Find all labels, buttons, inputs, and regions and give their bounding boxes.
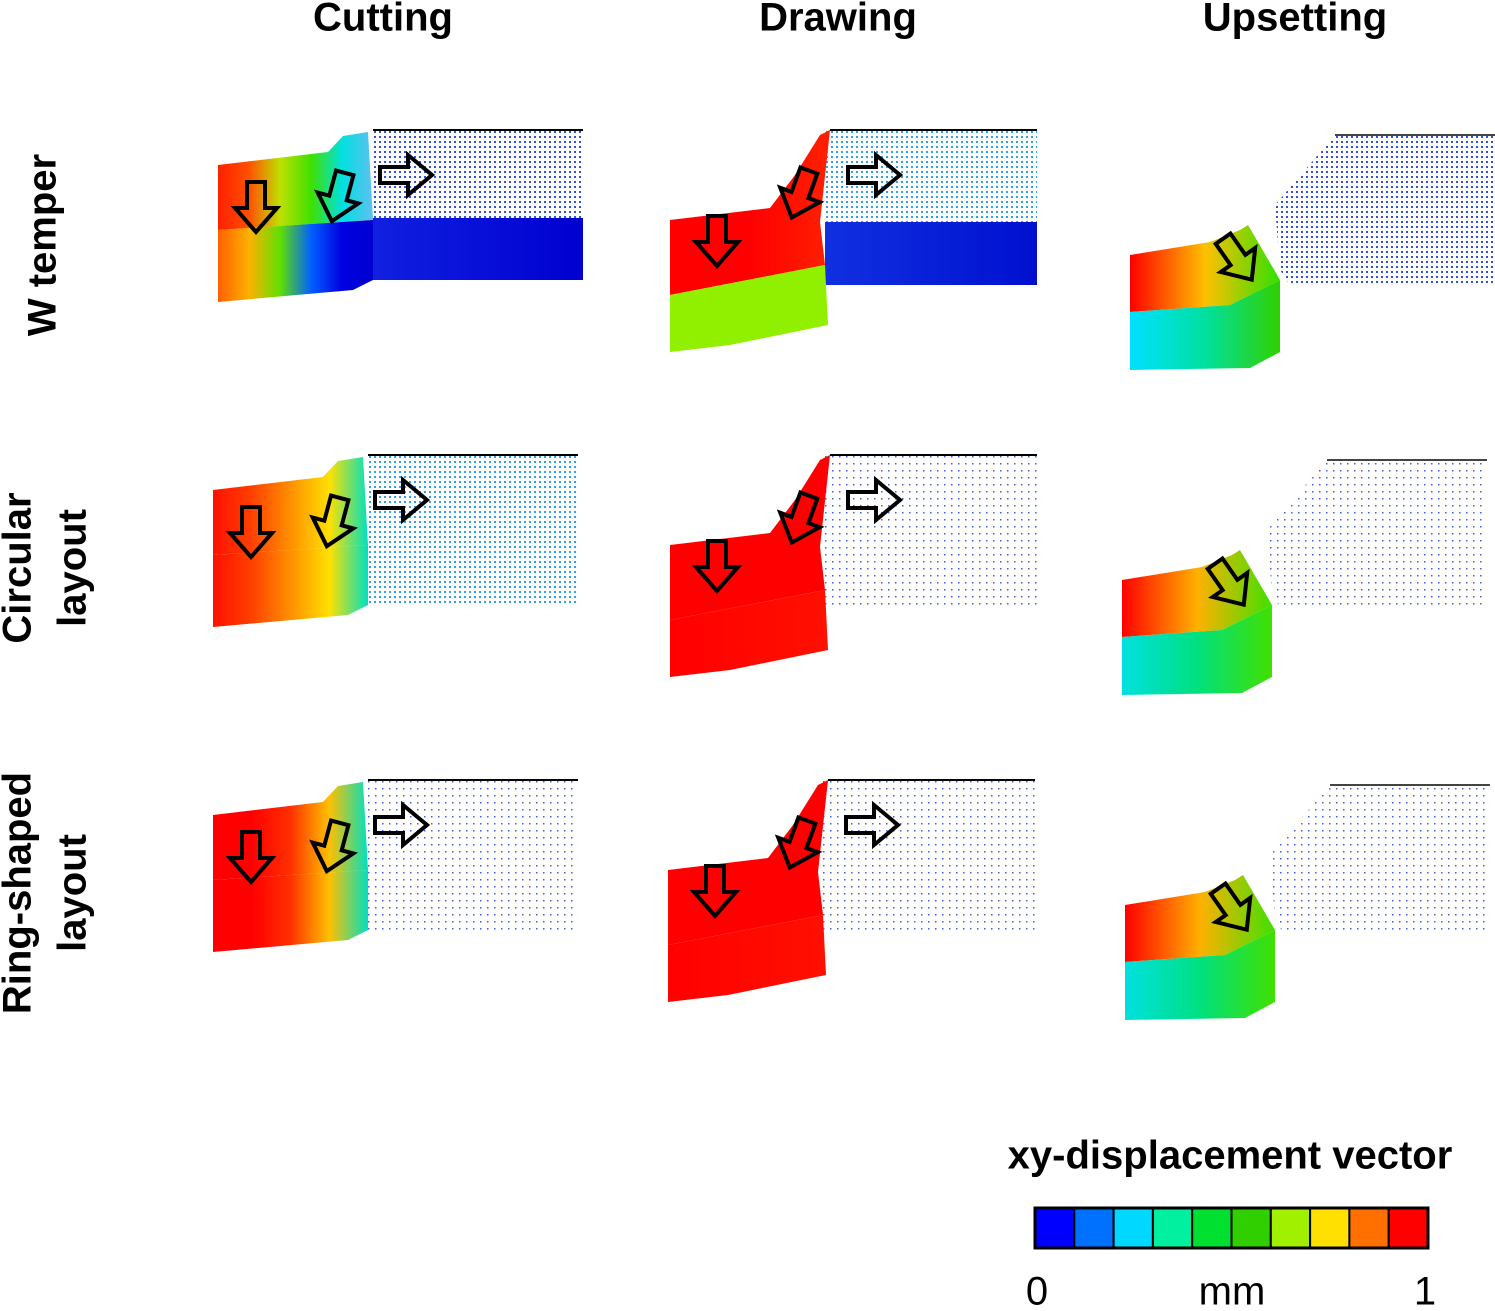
simulation-panel bbox=[670, 454, 1037, 677]
colorbar-swatch bbox=[1230, 1207, 1272, 1249]
arrow bbox=[1204, 555, 1250, 608]
colorbar-frame bbox=[1033, 1206, 1430, 1250]
row-label: layout bbox=[51, 834, 95, 952]
row-label: W temper bbox=[21, 154, 65, 336]
workpiece-left-bottom bbox=[218, 220, 373, 302]
simulation-panel bbox=[213, 454, 578, 627]
colorbar-swatch bbox=[1348, 1207, 1390, 1249]
workpiece-right bbox=[368, 455, 578, 605]
arrow bbox=[373, 475, 431, 525]
workpiece-left-bottom bbox=[670, 265, 828, 352]
arrow bbox=[308, 818, 359, 875]
colorbar-swatch bbox=[1269, 1207, 1312, 1249]
workpiece-left-bottom bbox=[213, 545, 368, 627]
workpiece-left-bottom bbox=[670, 590, 828, 677]
colorbar-swatch bbox=[1191, 1207, 1233, 1249]
simulation-panel bbox=[218, 129, 583, 302]
arrow bbox=[776, 164, 825, 221]
workpiece-right-lower bbox=[825, 222, 1037, 285]
colorbar-swatch bbox=[1309, 1207, 1351, 1249]
workpiece-right bbox=[1267, 460, 1487, 610]
column-headers: Cutting Drawing Upsetting bbox=[313, 0, 1387, 40]
colorbar: xy-displacement vector 0 mm 1 bbox=[1008, 1134, 1453, 1311]
workpiece-left-top bbox=[668, 780, 828, 945]
arrow bbox=[846, 475, 904, 525]
row-labels: W temper Circular layout Ring-shaped lay… bbox=[0, 154, 95, 1014]
arrow bbox=[1207, 880, 1253, 933]
workpiece-right bbox=[825, 455, 1037, 610]
colorbar-title: xy-displacement vector bbox=[1008, 1134, 1453, 1178]
simulation-panel bbox=[1130, 134, 1495, 370]
colorbar-swatch bbox=[1073, 1207, 1115, 1249]
simulation-panel bbox=[213, 779, 578, 952]
workpiece-left-bottom bbox=[213, 870, 368, 952]
workpiece-left-bottom bbox=[668, 915, 826, 1002]
arrow bbox=[691, 214, 743, 270]
workpiece-right-lower bbox=[373, 218, 583, 280]
workpiece-left-bottom bbox=[1130, 280, 1280, 370]
workpiece-right bbox=[368, 780, 578, 930]
arrow bbox=[230, 180, 282, 236]
arrow bbox=[225, 830, 277, 886]
simulation-panel bbox=[668, 779, 1035, 1002]
arrow bbox=[689, 864, 741, 920]
workpiece-left-top bbox=[1130, 225, 1280, 312]
workpiece-left-top bbox=[218, 132, 373, 230]
workpiece-left-top bbox=[1122, 550, 1272, 637]
arrow bbox=[225, 505, 277, 561]
workpiece-left-bottom bbox=[1122, 605, 1272, 695]
workpiece-left-top bbox=[670, 130, 830, 295]
arrow bbox=[691, 539, 743, 595]
arrow bbox=[378, 150, 436, 200]
row-label: Ring-shaped bbox=[0, 772, 40, 1014]
workpiece-right bbox=[1270, 785, 1490, 935]
column-title: Drawing bbox=[759, 0, 917, 40]
workpiece-left-top bbox=[213, 782, 368, 880]
arrow bbox=[1212, 230, 1258, 283]
colorbar-swatch bbox=[1151, 1207, 1194, 1249]
simulation-panel bbox=[1125, 784, 1490, 1020]
arrow bbox=[846, 150, 904, 200]
colorbar-unit: mm bbox=[1199, 1270, 1266, 1311]
arrow bbox=[844, 800, 902, 850]
row-label: Circular bbox=[0, 492, 40, 643]
workpiece-left-top bbox=[670, 455, 830, 620]
simulation-panel bbox=[670, 129, 1037, 352]
colorbar-swatch bbox=[1112, 1207, 1154, 1249]
arrow bbox=[308, 493, 359, 550]
panels bbox=[213, 129, 1495, 1020]
simulation-panel bbox=[1122, 459, 1487, 695]
arrow bbox=[373, 800, 431, 850]
colorbar-swatch bbox=[1034, 1207, 1076, 1249]
workpiece-left-top bbox=[213, 457, 368, 555]
workpiece-right bbox=[823, 780, 1035, 935]
workpiece-left-top bbox=[1125, 875, 1275, 962]
workpiece-right bbox=[1275, 135, 1495, 285]
column-title: Upsetting bbox=[1203, 0, 1387, 40]
row-label: layout bbox=[51, 509, 95, 627]
colorbar-max: 1 bbox=[1414, 1270, 1436, 1311]
arrow bbox=[774, 814, 823, 871]
colorbar-min: 0 bbox=[1026, 1270, 1048, 1311]
colorbar-swatch bbox=[1387, 1207, 1429, 1249]
column-title: Cutting bbox=[313, 0, 453, 40]
workpiece-left-bottom bbox=[1125, 930, 1275, 1020]
arrow bbox=[776, 489, 825, 546]
arrow bbox=[313, 168, 364, 225]
